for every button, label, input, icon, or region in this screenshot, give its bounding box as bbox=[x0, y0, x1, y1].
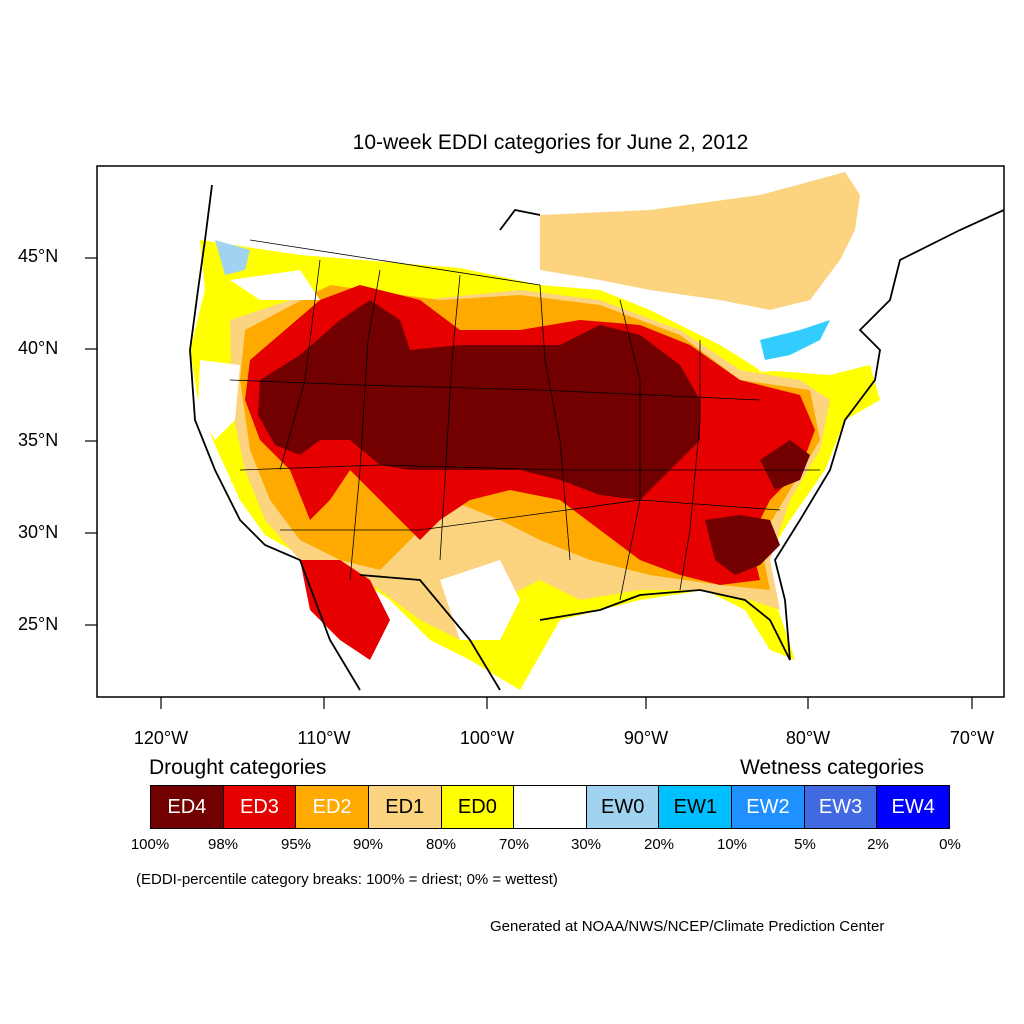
lat-label: 30°N bbox=[18, 522, 59, 542]
map-title: 10-week EDDI categories for June 2, 2012 bbox=[352, 131, 749, 154]
percent-break: 70% bbox=[498, 836, 530, 853]
neutral-west bbox=[198, 360, 240, 440]
lon-label: 70°W bbox=[949, 728, 995, 748]
lat-label: 25°N bbox=[18, 614, 59, 634]
lon-label: 120°W bbox=[133, 728, 189, 748]
legend-swatch: EW2 bbox=[732, 786, 805, 828]
percent-break: 100% bbox=[130, 836, 170, 853]
neutral-texas bbox=[440, 560, 520, 640]
lat-label: 45°N bbox=[18, 246, 59, 266]
percent-break: 20% bbox=[643, 836, 675, 853]
ed4-core bbox=[258, 300, 700, 500]
drought-heading: Drought categories bbox=[149, 756, 327, 779]
legend-swatch: ED2 bbox=[296, 786, 369, 828]
breaks-note: (EDDI-percentile category breaks: 100% =… bbox=[136, 871, 558, 888]
ed4-southeast bbox=[705, 515, 780, 575]
lon-label: 100°W bbox=[459, 728, 515, 748]
coastline bbox=[189, 184, 1004, 691]
wetness-heading: Wetness categories bbox=[740, 756, 925, 779]
percent-break: 2% bbox=[867, 836, 889, 853]
ed4-midatlantic bbox=[760, 440, 810, 490]
legend-swatch: ED4 bbox=[151, 786, 224, 828]
legend-swatch: ED0 bbox=[441, 786, 515, 828]
lon-label: 110°W bbox=[297, 728, 351, 748]
lon-label: 90°W bbox=[623, 728, 669, 748]
legend-swatch: EW0 bbox=[586, 786, 660, 828]
ew-west bbox=[215, 240, 250, 275]
ew-greatlakes bbox=[760, 320, 830, 360]
percent-break: 95% bbox=[280, 836, 312, 853]
legend-swatch: ED1 bbox=[368, 786, 442, 828]
percent-break: 10% bbox=[716, 836, 748, 853]
legend-swatch: EW4 bbox=[877, 786, 950, 828]
legend-swatch: EW1 bbox=[659, 786, 733, 828]
percent-break: 5% bbox=[794, 836, 816, 853]
percent-break: 80% bbox=[425, 836, 457, 853]
ed3-southwest bbox=[300, 560, 390, 660]
percent-break: 0% bbox=[939, 836, 961, 853]
ed1-canada bbox=[540, 172, 860, 310]
credit-text: Generated at NOAA/NWS/NCEP/Climate Predi… bbox=[490, 918, 885, 935]
legend-swatch: EW3 bbox=[804, 786, 878, 828]
legend-swatch: ED3 bbox=[223, 786, 297, 828]
percent-break: 30% bbox=[570, 836, 602, 853]
legend-bar: ED4 ED3 ED2 ED1 ED0 EW0 EW1 EW2 EW3 EW4 bbox=[150, 785, 950, 829]
lon-label: 80°W bbox=[785, 728, 831, 748]
percent-break: 98% bbox=[207, 836, 239, 853]
percent-break: 90% bbox=[352, 836, 384, 853]
neutral-north bbox=[230, 270, 320, 300]
legend-swatch bbox=[514, 786, 587, 828]
lat-label: 35°N bbox=[18, 430, 59, 450]
lat-label: 40°N bbox=[18, 338, 59, 358]
